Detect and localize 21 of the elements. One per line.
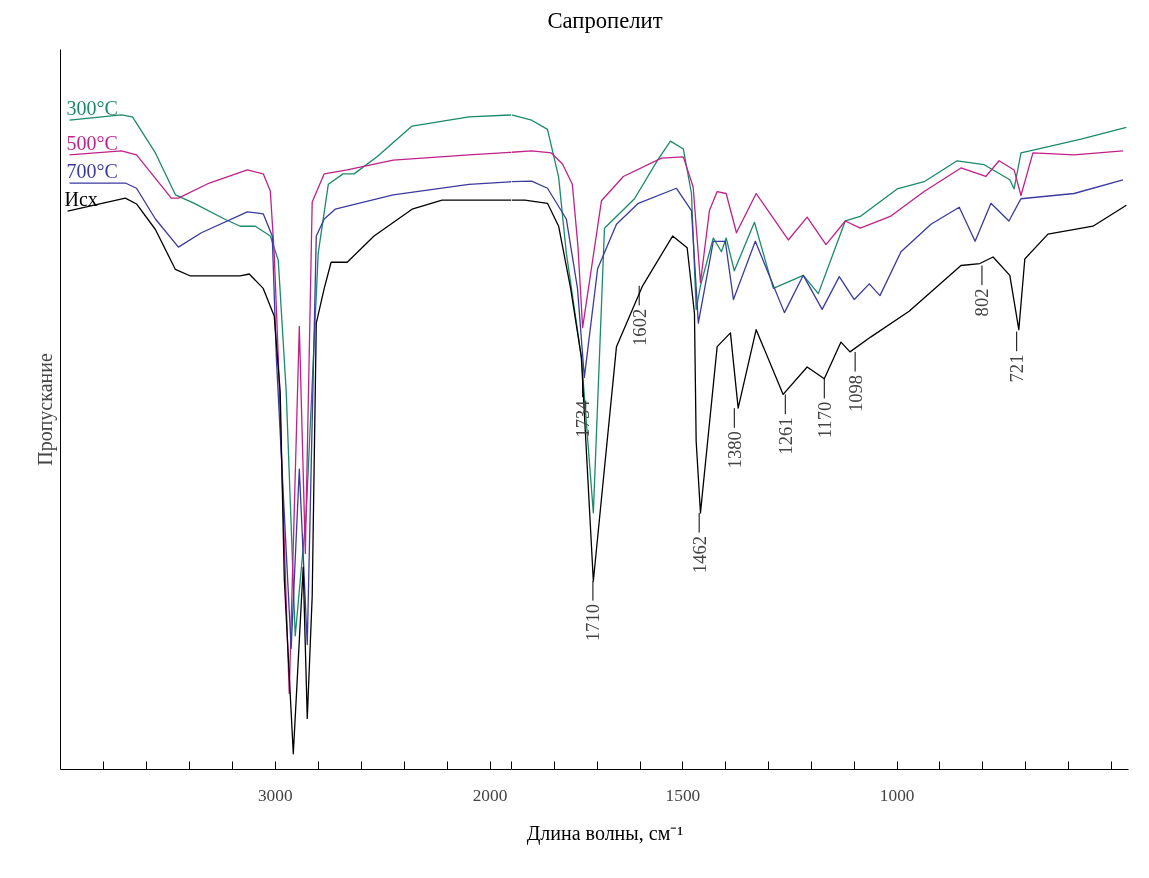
series-label: 700°C bbox=[66, 160, 118, 183]
x-tick-label: 1500 bbox=[665, 785, 701, 805]
x-axis-title: Длина волны, см⁻¹ bbox=[526, 821, 684, 847]
annotation: 1734 bbox=[572, 399, 594, 438]
annotation: 1602 bbox=[628, 308, 650, 347]
annotation: 1710 bbox=[582, 603, 604, 642]
annotation: 1380 bbox=[723, 431, 745, 469]
annotation: 1170 bbox=[813, 401, 835, 439]
annotation: 1261 bbox=[774, 417, 796, 455]
annotation: 1462 bbox=[688, 535, 710, 574]
x-tick-label: 1000 bbox=[879, 785, 915, 805]
x-tick-label: 2000 bbox=[472, 785, 508, 805]
annotation: 802 bbox=[971, 288, 993, 317]
y-axis-title: Пропускание bbox=[33, 353, 57, 466]
series-label: Исх bbox=[64, 188, 98, 211]
series-label: 500°C bbox=[66, 131, 118, 154]
series-label: 300°C bbox=[66, 97, 118, 120]
annotation: 1098 bbox=[844, 374, 866, 413]
chart-title: Сапропелит bbox=[547, 7, 663, 35]
annotation: 721 bbox=[1006, 354, 1028, 383]
x-tick-label: 3000 bbox=[257, 785, 293, 805]
